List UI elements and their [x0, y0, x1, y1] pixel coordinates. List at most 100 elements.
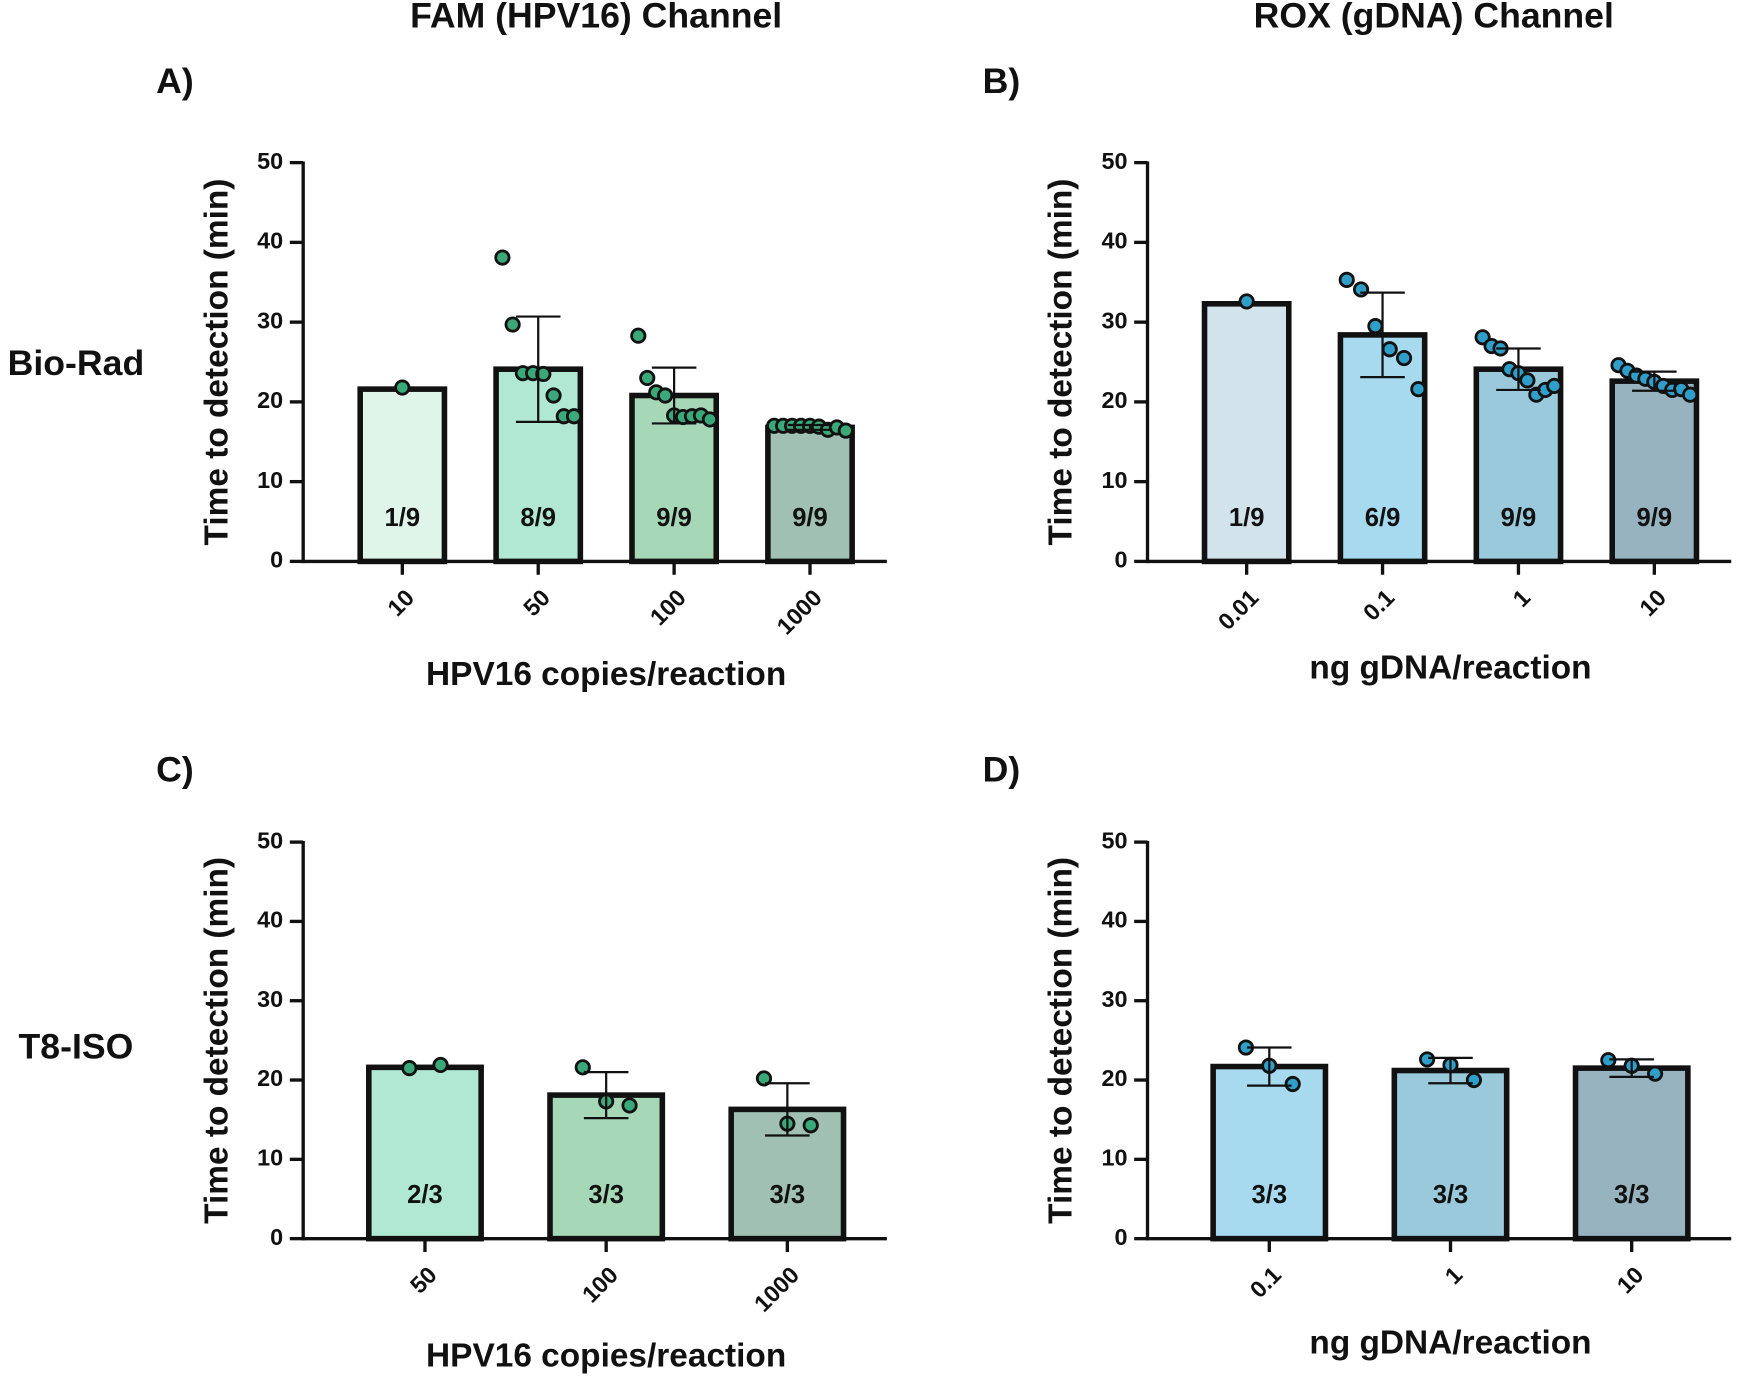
x-tick-label: 0.01 — [1213, 584, 1264, 635]
y-axis-title: Time to detection (min) — [198, 857, 235, 1224]
x-tick-label: 1 — [1508, 584, 1536, 612]
x-tick-label: 1000 — [772, 584, 827, 639]
y-tick-label: 10 — [1101, 1145, 1127, 1171]
data-point — [621, 1097, 638, 1114]
data-point — [394, 379, 411, 396]
y-tick-label: 50 — [257, 148, 283, 174]
y-tick-label: 0 — [270, 547, 283, 573]
x-tick-label: 10 — [1612, 1262, 1649, 1299]
data-point — [1338, 271, 1355, 288]
x-tick-label: 50 — [405, 1262, 442, 1299]
y-tick-label: 0 — [1114, 547, 1127, 573]
x-axis-title: HPV16 copies/reaction — [426, 656, 786, 693]
bar — [1391, 1067, 1510, 1242]
y-axis-title: Time to detection (min) — [1043, 857, 1080, 1224]
y-tick-label: 10 — [257, 467, 283, 493]
row-label: Bio-Rad — [8, 343, 145, 383]
x-tick-label: 0.1 — [1245, 1262, 1286, 1303]
annotation: 9/9 — [1637, 504, 1673, 532]
y-tick-label: 40 — [257, 907, 283, 933]
bar — [366, 1064, 484, 1242]
bar — [357, 386, 448, 565]
data-point — [1395, 349, 1413, 367]
data-point — [565, 408, 583, 425]
x-tick-label: 1 — [1440, 1262, 1468, 1290]
data-point — [504, 316, 521, 333]
y-tick-label: 40 — [257, 228, 283, 254]
annotation: 2/3 — [407, 1181, 443, 1209]
data-point — [1352, 281, 1370, 298]
column-title: FAM (HPV16) Channel — [410, 0, 782, 35]
y-tick-label: 30 — [257, 986, 283, 1012]
x-tick-label: 10 — [382, 584, 419, 621]
data-point — [1546, 377, 1563, 395]
row-label: T8-ISO — [19, 1027, 134, 1067]
x-axis-title: ng gDNA/reaction — [1309, 649, 1591, 686]
data-point — [545, 387, 562, 404]
y-tick-label: 50 — [1101, 148, 1127, 174]
data-point — [1682, 386, 1699, 403]
data-point — [755, 1070, 773, 1087]
annotation: 3/3 — [770, 1181, 806, 1209]
data-point — [574, 1059, 591, 1076]
data-point — [1410, 381, 1427, 398]
annotation: 3/3 — [1433, 1181, 1469, 1209]
y-tick-label: 30 — [257, 307, 283, 333]
data-point — [701, 411, 718, 428]
bar — [547, 1092, 666, 1242]
data-point — [432, 1056, 449, 1074]
annotation: 9/9 — [792, 504, 828, 532]
y-tick-label: 20 — [257, 1065, 283, 1091]
bar — [1473, 366, 1564, 565]
annotation: 9/9 — [656, 504, 692, 532]
annotation: 3/3 — [588, 1181, 624, 1209]
y-tick-label: 40 — [1101, 228, 1127, 254]
x-tick-label: 1000 — [749, 1262, 804, 1317]
y-tick-label: 0 — [270, 1224, 283, 1250]
panel-label: D) — [983, 749, 1021, 789]
data-point — [401, 1060, 418, 1077]
bar — [1609, 378, 1700, 565]
data-point — [1238, 293, 1255, 310]
data-point — [494, 249, 511, 266]
annotation: 6/9 — [1365, 504, 1401, 532]
column-title: ROX (gDNA) Channel — [1254, 0, 1614, 35]
annotation: 3/3 — [1614, 1181, 1650, 1209]
bar — [765, 424, 855, 565]
y-tick-label: 20 — [257, 387, 283, 413]
x-tick-label: 100 — [645, 584, 691, 630]
y-tick-label: 10 — [257, 1145, 283, 1171]
y-tick-label: 30 — [1101, 986, 1127, 1012]
x-axis-title: ng gDNA/reaction — [1309, 1324, 1591, 1361]
annotation: 1/9 — [385, 504, 421, 532]
y-axis-title: Time to detection (min) — [1043, 179, 1080, 546]
y-axis-title: Time to detection (min) — [198, 179, 235, 546]
panel-label: C) — [156, 749, 194, 789]
data-point — [837, 422, 854, 439]
panel-label: A) — [156, 61, 194, 101]
y-tick-label: 40 — [1101, 907, 1127, 933]
data-point — [802, 1117, 819, 1134]
annotation: 3/3 — [1251, 1181, 1287, 1209]
y-tick-label: 20 — [1101, 387, 1127, 413]
y-tick-label: 30 — [1101, 307, 1127, 333]
x-tick-label: 0.1 — [1358, 584, 1399, 625]
data-point — [1284, 1075, 1301, 1093]
y-tick-label: 50 — [257, 827, 283, 853]
annotation: 9/9 — [1501, 504, 1537, 532]
bar — [1210, 1063, 1329, 1242]
data-point — [1519, 372, 1536, 389]
data-point — [657, 387, 674, 404]
data-point — [1381, 341, 1398, 358]
data-point — [535, 365, 552, 383]
panel-label: B) — [983, 61, 1021, 101]
y-tick-label: 10 — [1101, 467, 1127, 493]
data-point — [1419, 1051, 1436, 1068]
bar — [1572, 1065, 1691, 1242]
data-point — [1367, 318, 1384, 335]
y-tick-label: 20 — [1101, 1065, 1127, 1091]
y-tick-label: 50 — [1101, 827, 1127, 853]
data-point — [639, 369, 656, 387]
x-tick-label: 10 — [1634, 584, 1671, 621]
